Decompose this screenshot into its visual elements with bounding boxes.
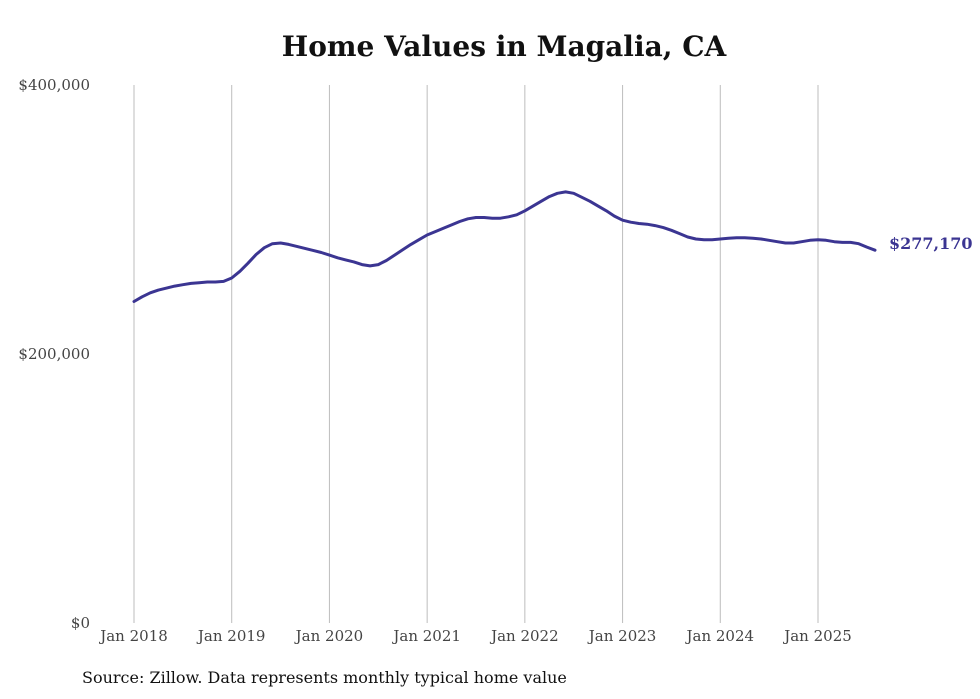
x-tick-label: Jan 2025 [782,627,852,645]
x-tick-label: Jan 2022 [489,627,559,645]
series-line [132,190,877,303]
label-layer: $277,170 [889,234,973,253]
y-tick-label: $200,000 [18,345,90,363]
x-tick-label: Jan 2018 [98,627,168,645]
y-axis-ticks: $0 $200,000 $400,000 [18,76,90,632]
chart-title: Home Values in Magalia, CA [281,30,727,63]
x-axis-ticks: Jan 2018 Jan 2019 Jan 2020 Jan 2021 Jan 2022… [98,627,852,645]
y-tick-label: $400,000 [18,76,90,94]
source-note: Source: Zillow. Data represents monthly … [82,668,567,687]
x-tick-label: Jan 2020 [294,627,364,645]
end-value-label: $277,170 [889,234,973,253]
series-layer [132,190,877,303]
x-tick-label: Jan 2021 [391,627,461,645]
x-tick-label: Jan 2023 [587,627,657,645]
x-tick-label: Jan 2019 [196,627,266,645]
grid-layer [133,85,819,623]
x-tick-label: Jan 2024 [685,627,755,645]
y-tick-label: $0 [71,614,90,632]
